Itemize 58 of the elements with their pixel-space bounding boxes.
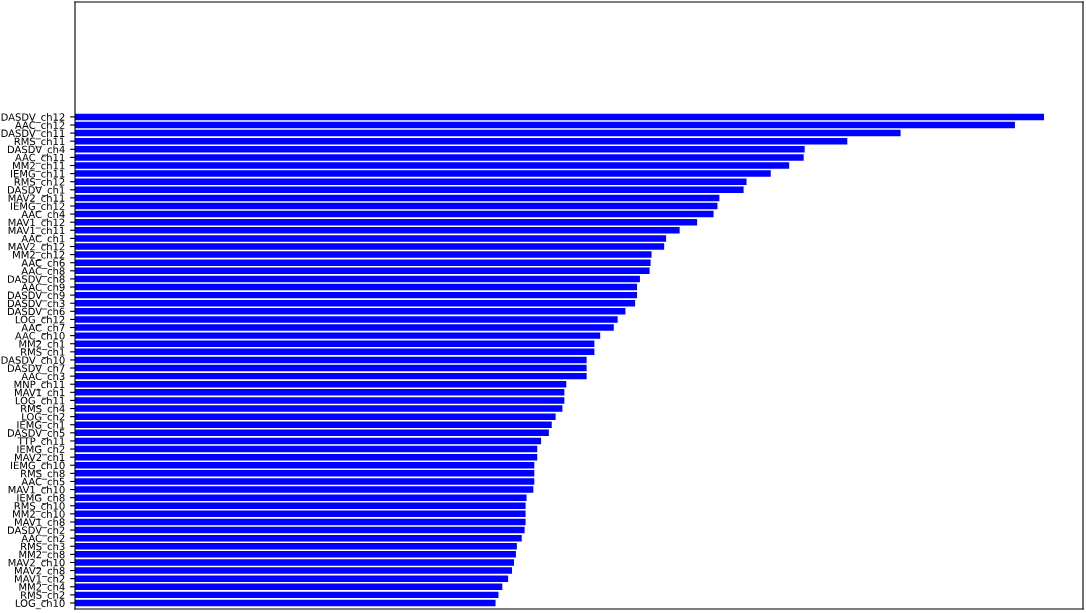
y-tick-label: LOG_ch2 [22,412,65,423]
bar [75,437,542,445]
y-tick-label: DASDV_ch12 [1,113,65,124]
bar [75,129,901,137]
y-tick-label: TTP_ch11 [17,437,65,448]
bar [75,137,848,145]
bar [75,186,744,194]
bar [75,462,535,469]
y-tick-label: DASDV_ch5 [7,429,65,439]
y-tick-label: DASDV_ch10 [1,356,65,367]
bar [75,210,714,218]
y-tick-label: RMS_ch12 [14,177,65,188]
y-tick-label: IEMG_ch1 [17,420,65,431]
bar [75,510,526,518]
bar [75,283,638,291]
y-tick-label: MAV2_ch8 [15,566,65,577]
bar [75,121,1015,129]
bar [75,583,503,591]
bar [75,380,567,388]
bar [75,291,638,299]
bar [75,591,499,599]
y-tick-label: RMS_ch1 [21,348,65,358]
bar [75,518,526,526]
y-tick-label: MM2_ch10 [13,510,65,521]
bar [75,299,636,307]
bar [75,194,720,202]
y-tick-label: MM2_ch4 [19,582,65,593]
y-tick-label: MAV1_ch8 [15,518,65,529]
bar [75,356,587,364]
bar [75,543,517,550]
bar [75,453,538,461]
bar [75,275,640,283]
y-tick-label: MM2_ch1 [19,339,65,350]
y-tick-label: IEMG_ch8 [17,493,65,504]
y-tick-label: AAC_ch8 [21,267,65,277]
bar [75,445,538,453]
y-tick-label: RMS_ch2 [21,591,65,602]
y-tick-label: RMS_ch4 [21,404,65,415]
bar [75,202,718,210]
bar [75,364,587,372]
bar [75,526,525,534]
y-tick-label: MAV1_ch2 [15,574,65,585]
y-tick-label: RMS_ch10 [14,501,65,512]
y-tick-label: DASDV_ch1 [7,186,65,196]
y-tick-label: DASDV_ch8 [7,275,65,286]
bar [75,502,526,509]
y-tick-label: AAC_ch12 [15,121,65,132]
bar [75,113,1044,121]
bar [75,372,587,380]
bar [75,218,698,226]
bar [75,348,595,356]
y-tick-label: AAC_ch6 [21,258,65,269]
bar [75,267,650,275]
y-tick-label: LOG_ch10 [15,599,65,610]
bar [75,429,549,437]
y-tick-label: MAV2_ch11 [8,194,65,205]
bar [75,599,496,607]
bar [75,534,522,542]
